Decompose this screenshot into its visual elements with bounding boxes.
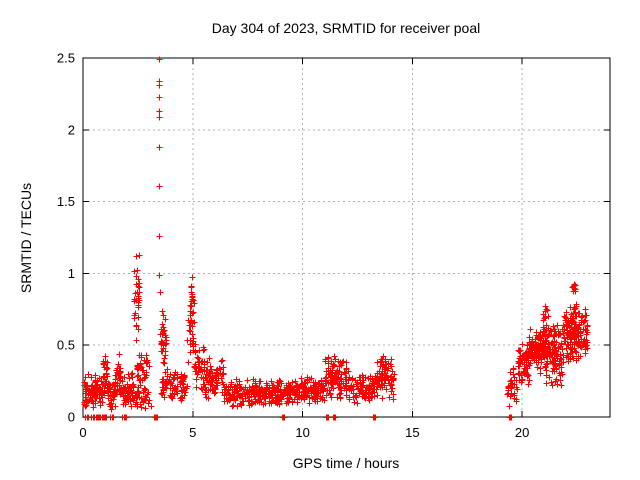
y-tick-label: 1.5 — [57, 194, 75, 209]
y-tick-label: 0 — [68, 410, 75, 425]
x-tick-label: 20 — [515, 425, 529, 440]
y-tick-labels: 0 0.5 1 1.5 2 2.5 — [57, 51, 75, 425]
y-tick-label: 2.5 — [57, 51, 75, 66]
chart-title: Day 304 of 2023, SRMTID for receiver poa… — [212, 20, 480, 36]
y-tick-label: 0.5 — [57, 338, 75, 353]
y-tick-label: 2 — [68, 122, 75, 137]
x-tick-label: 5 — [189, 425, 196, 440]
plot-border — [82, 57, 611, 418]
y-axis-label: SRMTID / TECUs — [18, 183, 34, 293]
y-tick-label: 1 — [68, 266, 75, 281]
x-tick-label: 15 — [405, 425, 419, 440]
x-tick-label: 0 — [79, 425, 86, 440]
x-tick-label: 10 — [295, 425, 309, 440]
x-tick-labels: 0 5 10 15 20 — [79, 425, 529, 440]
data-points — [81, 56, 591, 421]
x-axis-label: GPS time / hours — [293, 455, 400, 471]
